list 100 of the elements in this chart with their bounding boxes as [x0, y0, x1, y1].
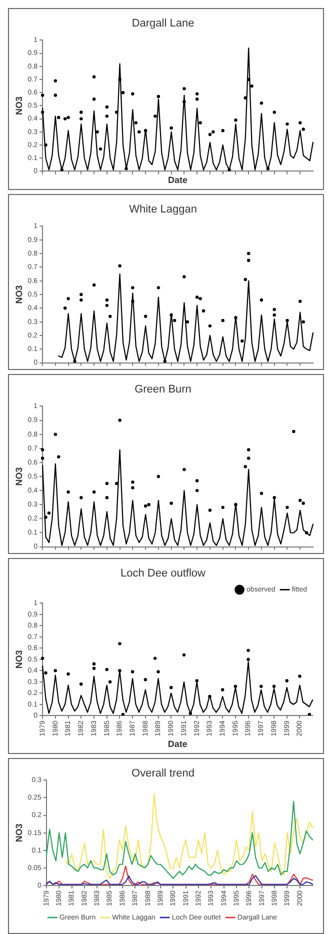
- point: [98, 147, 102, 151]
- point: [302, 320, 305, 324]
- point: [298, 674, 302, 678]
- point: [302, 502, 305, 505]
- point: [182, 275, 186, 278]
- point: [40, 94, 44, 97]
- x-axis-title: Date: [168, 175, 188, 186]
- chart-title: White Laggan: [129, 204, 197, 216]
- point: [63, 306, 67, 310]
- point: [105, 304, 109, 308]
- point: [44, 143, 48, 147]
- point: [80, 496, 83, 500]
- chart-title: Dargall Lane: [132, 18, 194, 30]
- point: [144, 128, 148, 132]
- point: [121, 712, 125, 716]
- point: [130, 670, 134, 674]
- point: [114, 482, 118, 486]
- point: [272, 110, 276, 114]
- point: [260, 492, 264, 495]
- point: [272, 496, 276, 500]
- point: [66, 490, 70, 494]
- point: [131, 92, 134, 96]
- point: [118, 669, 122, 672]
- point: [105, 482, 109, 486]
- chart-title: Loch Dee outflow: [120, 568, 206, 580]
- y-axis-title: NO3: [14, 650, 24, 669]
- point: [156, 94, 160, 98]
- point: [170, 313, 173, 317]
- point: [208, 324, 212, 328]
- point: [172, 318, 176, 322]
- point: [308, 712, 311, 716]
- point: [198, 297, 202, 300]
- point: [195, 479, 199, 482]
- point: [40, 110, 44, 114]
- point: [228, 168, 231, 172]
- point: [147, 503, 150, 506]
- point: [240, 339, 244, 343]
- point: [244, 278, 247, 282]
- point: [221, 128, 224, 132]
- point: [80, 298, 83, 302]
- point: [298, 121, 302, 124]
- point: [292, 430, 296, 434]
- x-axis-title: Date: [168, 739, 188, 750]
- point: [118, 78, 122, 82]
- point: [108, 314, 112, 318]
- point: [92, 98, 96, 101]
- point: [144, 314, 148, 318]
- point: [40, 456, 44, 460]
- point: [66, 116, 70, 120]
- point: [234, 503, 238, 506]
- point: [80, 682, 83, 686]
- point: [92, 662, 96, 666]
- point: [247, 448, 250, 452]
- point: [134, 121, 138, 124]
- point: [247, 78, 250, 82]
- y-axis-title: NO3: [14, 96, 24, 115]
- chart-title: Green Burn: [134, 384, 192, 396]
- y-axis-title: NO3: [14, 467, 24, 486]
- point: [105, 668, 108, 672]
- point: [170, 502, 173, 505]
- point: [272, 684, 276, 688]
- point: [208, 508, 212, 512]
- point: [198, 121, 202, 124]
- point: [144, 678, 148, 682]
- point: [60, 168, 64, 172]
- point: [80, 292, 83, 296]
- point: [73, 360, 76, 363]
- point: [285, 679, 288, 682]
- point: [188, 712, 192, 715]
- chart-title: Overall trend: [132, 768, 194, 780]
- point: [182, 87, 186, 90]
- point: [44, 671, 48, 675]
- point: [246, 648, 250, 652]
- point: [244, 96, 247, 100]
- point: [105, 496, 109, 500]
- point: [212, 130, 215, 134]
- point: [220, 688, 224, 692]
- point: [298, 300, 302, 303]
- point: [260, 298, 264, 302]
- point: [118, 264, 122, 268]
- point: [286, 122, 289, 126]
- point: [118, 418, 122, 422]
- point: [195, 98, 199, 101]
- point: [272, 313, 276, 317]
- point: [298, 498, 302, 502]
- point: [57, 455, 60, 458]
- point: [302, 128, 305, 131]
- point: [170, 126, 173, 130]
- point: [92, 283, 96, 287]
- point: [202, 309, 206, 312]
- point: [195, 296, 199, 299]
- point: [66, 672, 70, 676]
- point: [260, 684, 263, 688]
- point: [182, 653, 186, 657]
- point: [195, 679, 198, 682]
- point: [54, 669, 57, 672]
- point: [182, 100, 186, 104]
- point: [234, 684, 238, 688]
- point: [260, 101, 264, 105]
- point: [208, 132, 212, 136]
